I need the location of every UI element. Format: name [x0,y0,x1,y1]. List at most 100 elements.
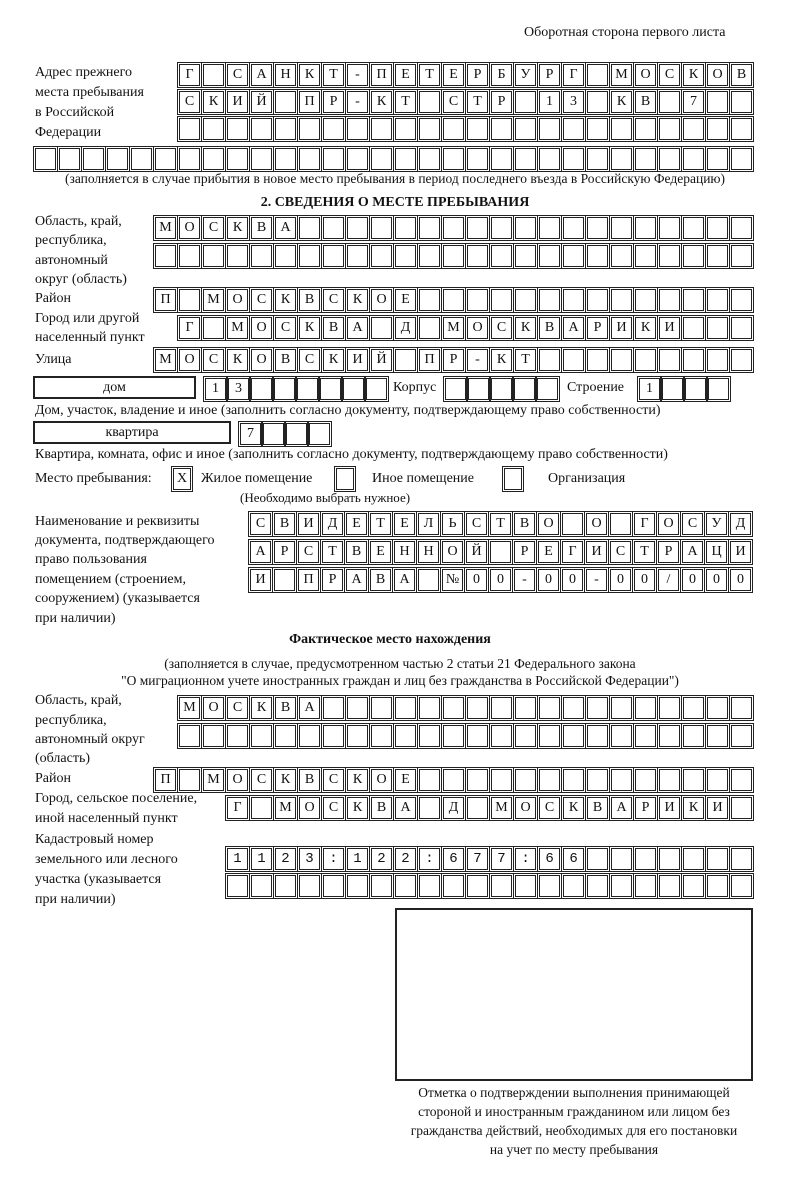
char-cell[interactable]: К [321,347,346,373]
char-cell[interactable] [81,146,106,172]
char-cell[interactable]: 0 [536,567,561,593]
char-cell[interactable]: Е [393,287,418,313]
char-cell[interactable] [513,116,538,142]
char-cell[interactable] [225,146,250,172]
char-cell[interactable] [729,347,754,373]
char-cell[interactable] [729,315,754,341]
char-cell[interactable] [705,767,730,793]
char-cell[interactable] [705,873,730,899]
char-cell[interactable] [609,146,634,172]
char-cell[interactable] [683,376,708,402]
char-cell[interactable]: С [248,511,273,537]
char-cell[interactable]: Б [489,62,514,88]
char-cell[interactable]: Й [464,539,489,565]
char-cell[interactable] [560,511,585,537]
char-cell[interactable] [465,723,490,749]
char-cell[interactable]: К [225,347,250,373]
char-cell[interactable]: С [225,62,250,88]
char-cell[interactable] [297,116,322,142]
char-cell[interactable] [225,243,250,269]
char-cell[interactable] [513,89,538,115]
char-cell[interactable] [345,846,370,872]
char-cell[interactable]: О [177,215,202,241]
char-cell[interactable]: Р [321,89,346,115]
char-cell[interactable]: Г [225,795,250,821]
char-cell[interactable]: О [369,287,394,313]
char-cell[interactable]: Т [488,511,513,537]
char-cell[interactable]: С [680,511,705,537]
char-cell[interactable] [537,287,562,313]
char-cell[interactable] [33,146,58,172]
apartment-type-field[interactable]: квартира [33,421,231,444]
char-cell[interactable]: Р [585,315,610,341]
char-cell[interactable]: В [321,315,346,341]
char-cell[interactable] [465,695,490,721]
char-cell[interactable]: С [321,287,346,313]
char-cell[interactable]: Т [632,539,657,565]
char-cell[interactable] [345,723,370,749]
char-cell[interactable]: С [249,767,274,793]
char-cell[interactable] [201,723,226,749]
char-cell[interactable]: Р [656,539,681,565]
char-cell[interactable] [609,873,634,899]
char-cell[interactable] [417,846,442,872]
char-cell[interactable] [369,215,394,241]
char-cell[interactable]: С [177,89,202,115]
char-cell[interactable]: К [225,215,250,241]
char-cell[interactable] [657,846,682,872]
char-cell[interactable]: В [585,795,610,821]
char-cell[interactable] [57,146,82,172]
char-cell[interactable] [369,846,394,872]
char-cell[interactable] [657,873,682,899]
char-cell[interactable]: Т [513,347,538,373]
char-cell[interactable]: О [297,795,322,821]
char-cell[interactable] [585,89,610,115]
char-cell[interactable] [489,215,514,241]
char-cell[interactable] [537,723,562,749]
char-cell[interactable]: - [345,89,370,115]
char-cell[interactable] [417,243,442,269]
char-cell[interactable] [681,846,706,872]
char-cell[interactable] [609,767,634,793]
char-cell[interactable] [153,243,178,269]
char-cell[interactable] [609,243,634,269]
char-cell[interactable]: И [728,539,753,565]
char-cell[interactable]: И [225,89,250,115]
char-cell[interactable] [284,421,309,447]
char-cell[interactable]: Р [441,347,466,373]
char-cell[interactable] [660,376,685,402]
char-cell[interactable] [489,723,514,749]
char-cell[interactable] [297,723,322,749]
char-cell[interactable] [585,287,610,313]
char-cell[interactable] [105,146,130,172]
char-cell[interactable]: П [369,62,394,88]
char-cell[interactable]: С [321,767,346,793]
char-cell[interactable] [513,695,538,721]
char-cell[interactable] [489,146,514,172]
char-cell[interactable]: О [201,695,226,721]
char-cell[interactable] [393,723,418,749]
char-cell[interactable] [585,723,610,749]
char-cell[interactable] [321,116,346,142]
char-cell[interactable]: И [248,567,273,593]
char-cell[interactable] [729,873,754,899]
char-cell[interactable]: 0 [488,567,513,593]
char-cell[interactable] [537,846,562,872]
char-cell[interactable] [369,146,394,172]
char-cell[interactable]: У [513,62,538,88]
char-cell[interactable] [657,89,682,115]
char-cell[interactable]: 1 [203,376,228,402]
char-cell[interactable] [705,89,730,115]
char-cell[interactable] [489,695,514,721]
char-cell[interactable] [297,215,322,241]
char-cell[interactable] [657,287,682,313]
char-cell[interactable] [465,243,490,269]
char-cell[interactable] [369,695,394,721]
char-cell[interactable] [657,695,682,721]
char-cell[interactable] [535,376,560,402]
char-cell[interactable]: К [201,89,226,115]
char-cell[interactable] [585,215,610,241]
char-cell[interactable] [609,116,634,142]
char-cell[interactable]: 0 [560,567,585,593]
char-cell[interactable] [729,287,754,313]
